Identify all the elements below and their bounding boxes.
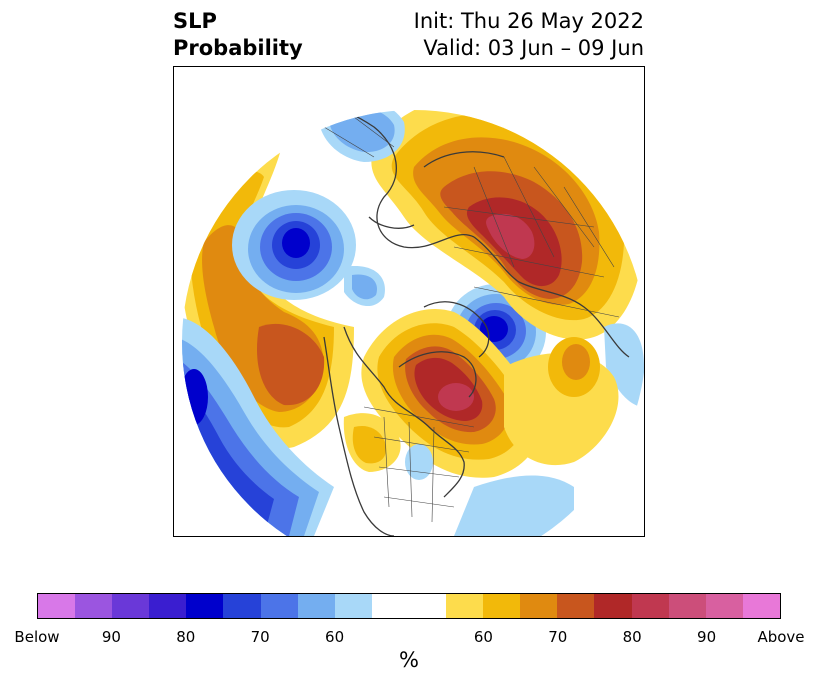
colorbar-cell: [371, 594, 409, 618]
colorbar-cell: [260, 594, 298, 618]
colorbar-cell: [186, 594, 224, 618]
borders: [323, 116, 620, 523]
colorbar-cell: [297, 594, 335, 618]
colorbar-cell: [631, 594, 669, 618]
colorbar-cell: [705, 594, 743, 618]
above-region-hudson-bay: [361, 309, 542, 478]
colorbar-cell: [742, 594, 780, 618]
map-shading: [182, 110, 644, 536]
title-left: SLP Probability: [173, 8, 303, 62]
map-panel: [173, 66, 645, 537]
colorbar-cell: [112, 594, 150, 618]
colorbar-cell: [668, 594, 706, 618]
below-region-arctic: [344, 266, 385, 307]
colorbar-tick-label: 70: [548, 628, 568, 646]
colorbar-cell: [408, 594, 447, 618]
colorbar-tick-label: 60: [473, 628, 493, 646]
colorbar: [37, 593, 781, 619]
colorbar-cell: [557, 594, 595, 618]
colorbar-cell: [483, 594, 521, 618]
colorbar-cell: [38, 594, 76, 618]
colorbar-cell: [223, 594, 261, 618]
colorbar-tick-label: 90: [697, 628, 717, 646]
below-region-east-siberia: [232, 190, 356, 300]
product-label: Probability: [173, 36, 303, 60]
colorbar-tick-labels: Below 90 80 70 60 60 70 80 90 Above: [0, 628, 819, 648]
valid-range: Valid: 03 Jun – 09 Jun: [423, 36, 644, 60]
colorbar-cell: [75, 594, 113, 618]
below-region-us-interior: [405, 444, 433, 480]
probability-map: [182, 110, 644, 536]
colorbar-tick-label: 90: [101, 628, 121, 646]
colorbar-cell: [149, 594, 187, 618]
title-right: Init: Thu 26 May 2022 Valid: 03 Jun – 09…: [414, 8, 644, 62]
colorbar-tick-label: Above: [757, 628, 805, 646]
colorbar-tick-label: 80: [176, 628, 196, 646]
colorbar-tick-label: 70: [250, 628, 270, 646]
colorbar-cell: [334, 594, 372, 618]
colorbar-cell: [520, 594, 558, 618]
below-region-atlantic: [454, 323, 644, 536]
colorbar-cell: [446, 594, 484, 618]
colorbar-unit: %: [399, 648, 419, 672]
colorbar-tick-label: 60: [325, 628, 345, 646]
colorbar-cell: [594, 594, 632, 618]
init-date: Init: Thu 26 May 2022: [413, 9, 644, 33]
colorbar-tick-label: Below: [14, 628, 60, 646]
variable-label: SLP: [173, 9, 217, 33]
above-region-atlantic: [504, 337, 619, 466]
colorbar-tick-label: 80: [622, 628, 642, 646]
